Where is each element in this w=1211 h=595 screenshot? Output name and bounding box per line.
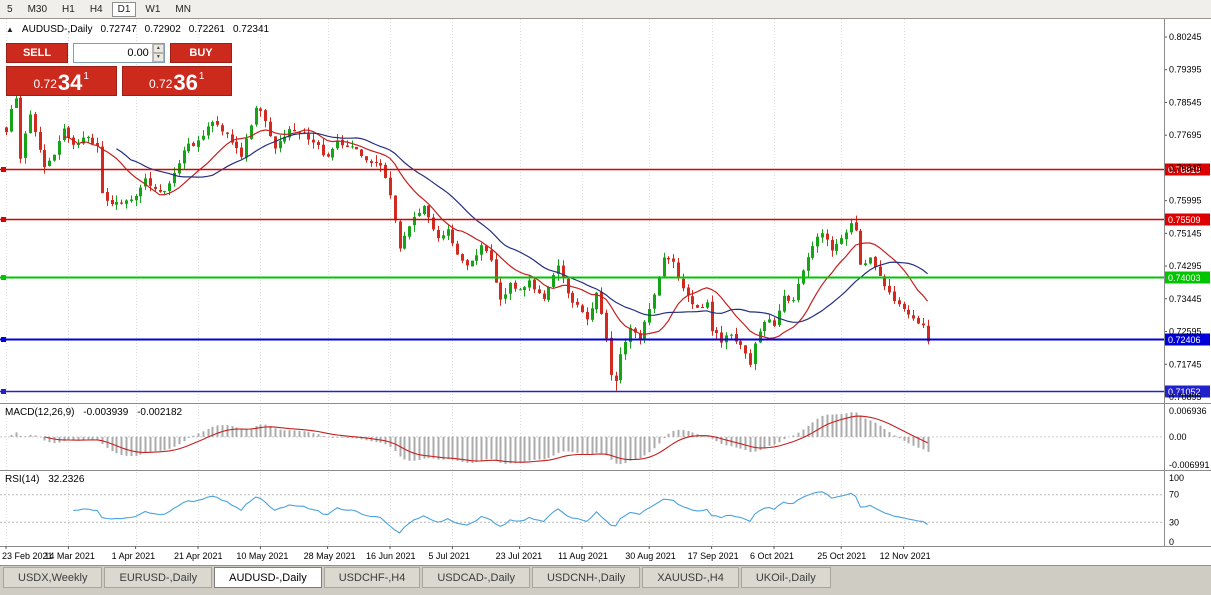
svg-text:0.78545: 0.78545 — [1169, 97, 1202, 107]
grid-layer — [6, 19, 905, 546]
chart-tab-ukoil-daily[interactable]: UKOil-,Daily — [740, 567, 831, 588]
symbol-period-label: AUDUSD-,Daily — [21, 24, 93, 35]
svg-text:10 May 2021: 10 May 2021 — [236, 551, 288, 561]
svg-text:0.73445: 0.73445 — [1169, 294, 1202, 304]
svg-text:0.75145: 0.75145 — [1169, 228, 1202, 238]
svg-text:70: 70 — [1169, 490, 1179, 500]
low-value: 0.72261 — [188, 24, 225, 35]
chart-ohlc-header: ▲ AUDUSD-,Daily 0.72747 0.72902 0.72261 … — [6, 24, 269, 35]
macd-signal-value: -0.002182 — [137, 407, 183, 418]
chart-tab-audusd-daily[interactable]: AUDUSD-,Daily — [214, 567, 322, 588]
svg-text:0.77695: 0.77695 — [1169, 130, 1202, 140]
svg-text:17 Sep 2021: 17 Sep 2021 — [688, 551, 739, 561]
sell-price-pips: 34 — [57, 70, 83, 95]
svg-text:0.80245: 0.80245 — [1169, 32, 1202, 42]
buy-price-display[interactable]: 0.72 36 1 — [121, 66, 232, 96]
svg-text:23 Feb 2021: 23 Feb 2021 — [2, 551, 53, 561]
svg-text:0.75995: 0.75995 — [1169, 196, 1202, 206]
svg-text:100: 100 — [1169, 473, 1184, 483]
rsi-pane: 100 70 30 0 — [0, 473, 1184, 547]
high-value: 0.72902 — [144, 24, 181, 35]
svg-text:25 Oct 2021: 25 Oct 2021 — [817, 551, 866, 561]
price-axis[interactable]: 0.80245 0.79395 0.78545 0.77695 0.76845 0.759… — [1164, 32, 1202, 402]
buy-price-prefix: 0.72 — [149, 77, 173, 91]
chart-tab-usdcad-daily[interactable]: USDCAD-,Daily — [422, 567, 530, 588]
chart-background — [0, 19, 1211, 565]
buy-price-pips: 36 — [173, 70, 198, 95]
pane-separators — [0, 19, 1211, 547]
rsi-value: 32.2326 — [48, 474, 85, 485]
rsi-pane-header: RSI(14) 32.2326 — [5, 474, 90, 485]
volume-spinner: ▲ ▼ — [73, 43, 165, 63]
chart-tab-usdcnh-daily[interactable]: USDCNH-,Daily — [531, 567, 641, 588]
svg-text:0.006936: 0.006936 — [1169, 406, 1207, 416]
macd-indicator-label: MACD(12,26,9) — [5, 407, 75, 418]
collapse-trade-panel-button[interactable]: ▲ — [6, 25, 14, 34]
open-value: 0.72747 — [100, 24, 137, 35]
svg-text:0.75509: 0.75509 — [1168, 215, 1201, 225]
timeframe-button-mn[interactable]: MN — [175, 3, 191, 15]
svg-text:0: 0 — [1169, 537, 1174, 547]
sell-price-display[interactable]: 0.72 34 1 — [6, 66, 117, 96]
svg-text:0.76819: 0.76819 — [1168, 165, 1201, 175]
svg-text:-0.006991: -0.006991 — [1169, 460, 1210, 470]
svg-text:5 Jul 2021: 5 Jul 2021 — [428, 551, 470, 561]
svg-text:0.79395: 0.79395 — [1169, 65, 1202, 75]
chart-tab-usdchf-h4[interactable]: USDCHF-,H4 — [323, 567, 421, 588]
macd-main-value: -0.003939 — [83, 407, 129, 418]
chart-area: 0.76819 0.75509 0.74003 0.72406 0.71052 0.802… — [0, 19, 1211, 565]
svg-text:23 Jul 2021: 23 Jul 2021 — [496, 551, 543, 561]
svg-text:12 Nov 2021: 12 Nov 2021 — [880, 551, 931, 561]
svg-text:0.70895: 0.70895 — [1169, 392, 1202, 402]
svg-text:6 Oct 2021: 6 Oct 2021 — [750, 551, 794, 561]
svg-text:30 Aug 2021: 30 Aug 2021 — [625, 551, 676, 561]
horizontal-lines-layer[interactable]: 0.76819 0.75509 0.74003 0.72406 0.71052 — [0, 163, 1210, 398]
svg-text:0.71745: 0.71745 — [1169, 359, 1202, 369]
svg-text:16 Jun 2021: 16 Jun 2021 — [366, 551, 416, 561]
svg-text:11 Aug 2021: 11 Aug 2021 — [558, 551, 608, 561]
timeframe-button-h1[interactable]: H1 — [62, 3, 75, 15]
moving-averages-layer — [63, 129, 929, 339]
timeframe-button-d1[interactable]: D1 — [111, 1, 137, 17]
svg-text:28 May 2021: 28 May 2021 — [304, 551, 356, 561]
candles-layer — [5, 93, 930, 391]
close-value: 0.72341 — [232, 24, 270, 35]
volume-up-button[interactable]: ▲ — [152, 44, 164, 53]
rsi-indicator-label: RSI(14) — [5, 474, 40, 485]
svg-text:0.72406: 0.72406 — [1168, 335, 1201, 345]
timeframe-button-m30[interactable]: M30 — [27, 3, 48, 15]
svg-text:0.71052: 0.71052 — [1168, 387, 1201, 397]
chart-canvas[interactable]: 0.768190.755090.740030.724060.710520.802… — [0, 19, 1211, 565]
timeframe-button-w1[interactable]: W1 — [145, 3, 161, 15]
buy-button[interactable]: BUY — [170, 43, 232, 63]
svg-text:1 Apr 2021: 1 Apr 2021 — [112, 551, 156, 561]
svg-text:0.76845: 0.76845 — [1169, 163, 1202, 173]
timeframe-button-5[interactable]: 5 — [7, 3, 13, 15]
timeframe-button-h4[interactable]: H4 — [89, 3, 103, 15]
svg-text:30: 30 — [1169, 517, 1179, 527]
chart-tab-eurusd-daily[interactable]: EURUSD-,Daily — [104, 567, 213, 588]
sell-button[interactable]: SELL — [6, 43, 68, 63]
chart-tab-usdx-weekly[interactable]: USDX,Weekly — [3, 567, 103, 588]
svg-text:21 Apr 2021: 21 Apr 2021 — [174, 551, 223, 561]
volume-down-button[interactable]: ▼ — [152, 53, 164, 62]
svg-text:0.00: 0.00 — [1169, 432, 1187, 442]
sell-price-pipette: 1 — [83, 71, 89, 82]
macd-pane: 0.006936 0.00 -0.006991 — [0, 406, 1210, 470]
macd-pane-header: MACD(12,26,9) -0.003939 -0.002182 — [5, 407, 188, 418]
svg-text:0.74003: 0.74003 — [1168, 273, 1201, 283]
chart-tab-bar: USDX,Weekly EURUSD-,Daily AUDUSD-,Daily USD… — [0, 565, 1211, 595]
volume-input[interactable] — [74, 44, 152, 62]
svg-text:0.72595: 0.72595 — [1169, 327, 1202, 337]
sell-price-prefix: 0.72 — [33, 77, 57, 91]
timeframe-toolbar: 5 M30 H1 H4 D1 W1 MN — [0, 0, 1211, 19]
chart-tab-xauusd-h4[interactable]: XAUUSD-,H4 — [642, 567, 739, 588]
buy-price-pipette: 1 — [198, 71, 205, 82]
one-click-trading-panel: SELL ▲ ▼ BUY 0.72 34 1 0.72 — [6, 43, 232, 96]
svg-text:14 Mar 2021: 14 Mar 2021 — [44, 551, 95, 561]
svg-text:0.74295: 0.74295 — [1169, 261, 1202, 271]
